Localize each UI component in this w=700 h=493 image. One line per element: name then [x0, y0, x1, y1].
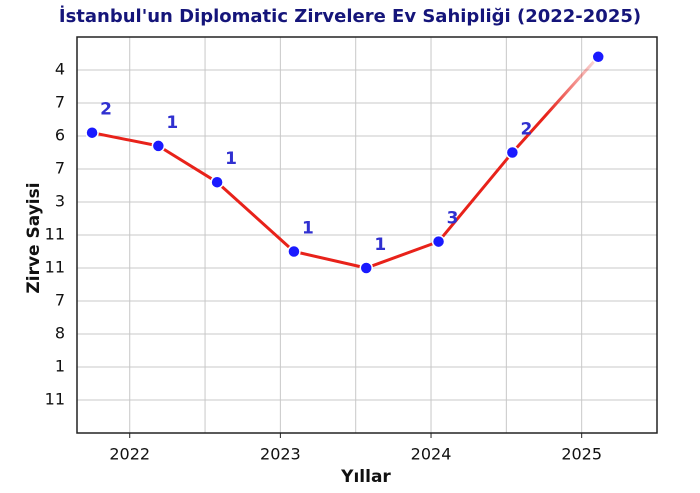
y-tick-label: 11 [45, 390, 65, 409]
x-axis-label: Yıllar [340, 467, 391, 487]
y-tick-label: 3 [55, 192, 65, 211]
y-tick-label: 11 [45, 225, 65, 244]
y-tick-label: 7 [55, 291, 65, 310]
annotation: 1 [166, 113, 178, 133]
point [287, 244, 301, 259]
point [151, 139, 166, 153]
point [591, 50, 605, 64]
annotation: 2 [520, 120, 532, 140]
annotation: 1 [374, 235, 386, 255]
point [359, 261, 373, 275]
line [91, 55, 600, 270]
y-tick-label: 7 [55, 93, 65, 112]
annotation: 3 [447, 209, 459, 229]
chart-title: İstanbul'un Diplomatic Zirvelere Ev Sahi… [59, 5, 641, 27]
y-tick-label: 7 [55, 159, 65, 178]
x-tick-label: 2024 [411, 445, 452, 464]
x-tick-label: 2023 [260, 445, 301, 464]
plot-frame [76, 36, 658, 434]
y-tick-label: 6 [55, 126, 65, 145]
y-axis-label: Zirve Sayisi [24, 182, 44, 293]
point [85, 125, 99, 140]
annotation: 2 [100, 100, 112, 120]
point [505, 145, 520, 160]
y-tick-label: 8 [55, 324, 65, 343]
annotation: 1 [302, 219, 314, 239]
point [210, 175, 224, 189]
y-tick-label: 1 [55, 357, 65, 376]
x-tick-label: 2022 [109, 445, 150, 464]
y-tick-label: 11 [45, 258, 65, 277]
annotation: 1 [225, 149, 237, 169]
y-tick-label: 4 [55, 60, 65, 79]
point [431, 234, 446, 249]
x-tick-label: 2025 [561, 445, 602, 464]
